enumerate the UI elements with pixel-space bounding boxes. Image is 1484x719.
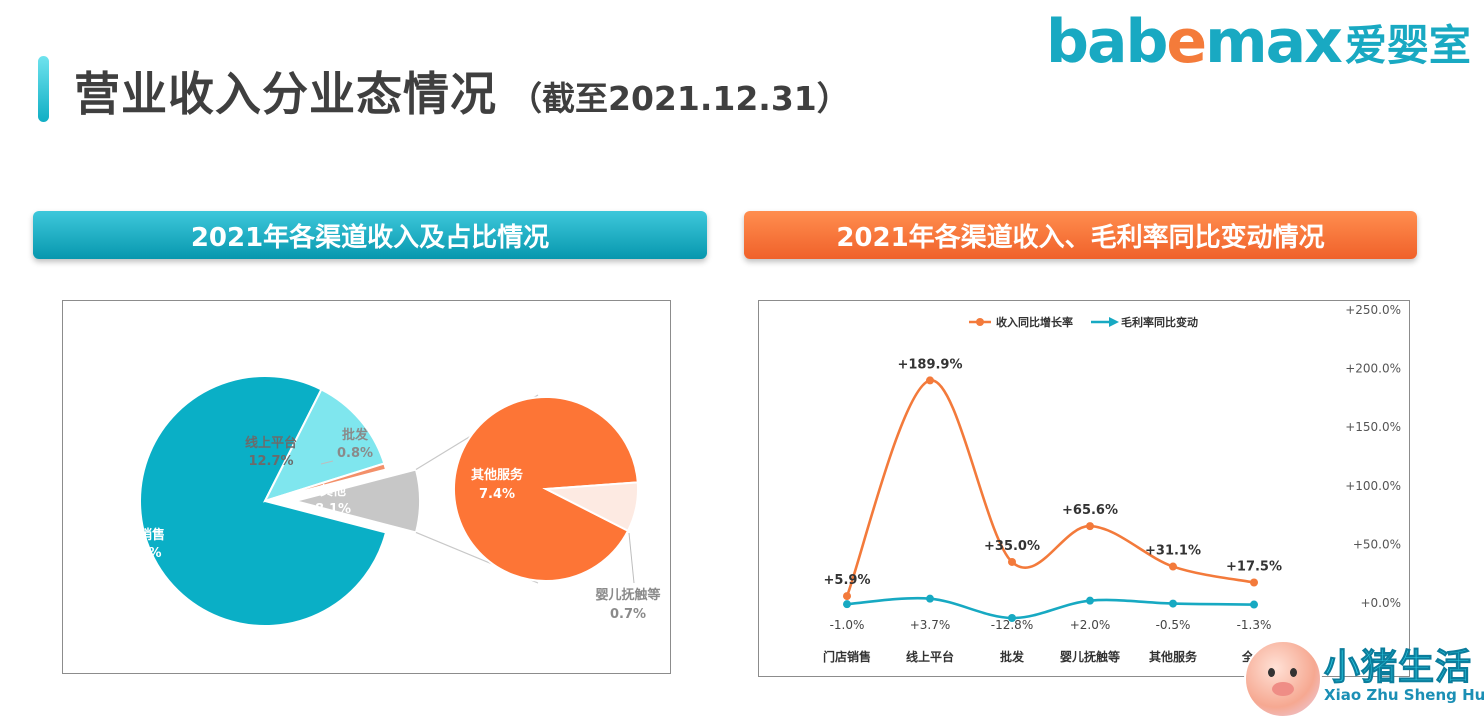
title-accent-bar — [38, 56, 49, 122]
pie-leader-line — [320, 460, 334, 465]
x-tick-label: 婴儿抚触等 — [1060, 649, 1120, 664]
y-tick-label: +200.0% — [1345, 362, 1401, 376]
pie-slice-label: 线上平台 — [245, 435, 297, 451]
legend-swatch-marker — [1109, 317, 1119, 327]
y-tick-label: +50.0% — [1353, 537, 1401, 551]
line-chart-panel: +0.0% +50.0% +100.0% +150.0% +200.0% +250.0% +… — [758, 300, 1410, 677]
page-title-date: （截至2021.12.31） — [509, 79, 850, 118]
series-point — [1086, 596, 1094, 605]
data-label: +189.9% — [897, 357, 962, 372]
breakout-leader-line — [628, 532, 635, 584]
series-point — [926, 594, 934, 603]
y-tick-label: +100.0% — [1345, 479, 1401, 493]
line-chart: +0.0% +50.0% +100.0% +150.0% +200.0% +250.0% +… — [823, 303, 1401, 664]
left-section-banner: 2021年各渠道收入及占比情况 — [33, 211, 707, 259]
pie-slice — [263, 388, 386, 503]
series-line — [845, 379, 1255, 597]
data-label: -1.0% — [830, 618, 865, 632]
data-label: -1.3% — [1237, 618, 1272, 632]
pie-of-pie-chart: 门店销售 78.4% 线上平台 12.7% 批发 0.8% 其他 8.1% 其他服务 7.4% 婴儿… — [113, 375, 661, 627]
legend-swatch-marker — [976, 318, 984, 326]
pie-slice-value: 12.7% — [248, 454, 293, 469]
x-tick-label: 门店销售 — [823, 649, 871, 664]
breakout-slice-label: 其他服务 — [471, 467, 524, 483]
breakout-slice — [542, 481, 639, 533]
x-tick-label: 其他服务 — [1149, 649, 1198, 664]
series-point — [1169, 562, 1177, 571]
series-point — [843, 592, 851, 601]
data-label: +35.0% — [984, 539, 1040, 554]
pie-slice — [139, 375, 388, 627]
data-label: +5.9% — [824, 573, 871, 588]
pie-slice — [264, 462, 388, 502]
breakout-slice-value: 7.4% — [479, 487, 515, 502]
logo-chinese-name: 爱婴室 — [1344, 20, 1471, 70]
legend: 收入同比增长率 毛利率同比变动 — [969, 315, 1198, 329]
series-point — [1169, 599, 1177, 608]
data-label: +65.6% — [1062, 503, 1118, 518]
breakout-slice-label: 婴儿抚触等 — [595, 587, 660, 603]
right-section-banner: 2021年各渠道收入、毛利率同比变动情况 — [744, 211, 1417, 259]
pig-mascot-icon — [1244, 640, 1322, 718]
x-tick-label: 线上平台 — [906, 649, 954, 664]
series-point — [1086, 522, 1094, 531]
y-tick-label: +0.0% — [1360, 596, 1401, 610]
data-label: -12.8% — [991, 618, 1033, 632]
series-point — [1250, 600, 1258, 609]
data-label: +17.5% — [1226, 559, 1282, 574]
series-point — [1250, 578, 1258, 587]
pie-slice-value: 8.1% — [315, 502, 351, 517]
y-tick-label: +250.0% — [1345, 303, 1401, 317]
pie-chart-panel: 门店销售 78.4% 线上平台 12.7% 批发 0.8% 其他 8.1% 其他服务 7.4% 婴儿… — [62, 300, 671, 674]
y-tick-label: +150.0% — [1345, 420, 1401, 434]
logo-wordmark: babemax — [1046, 7, 1343, 77]
pie-slice-label: 其他 — [320, 483, 346, 499]
pie-slice-value: 78.4% — [116, 546, 161, 561]
series-point — [1008, 614, 1016, 623]
legend-label: 收入同比增长率 — [996, 315, 1073, 329]
watermark: 小猪生活 Xiao Zhu Sheng Huo — [1244, 636, 1484, 719]
page-title: 营业收入分业态情况 （截至2021.12.31） — [74, 58, 850, 128]
breakout-slice-value: 0.7% — [610, 607, 646, 622]
data-label: -0.5% — [1156, 618, 1191, 632]
series-point — [926, 376, 934, 385]
data-label: +3.7% — [910, 618, 951, 632]
legend-label: 毛利率同比变动 — [1121, 315, 1198, 329]
series-line — [846, 596, 1255, 620]
page-title-main: 营业收入分业态情况 — [74, 67, 497, 121]
pie-slice — [291, 468, 421, 534]
pie-slice-label: 门店销售 — [113, 527, 165, 543]
babemax-logo: babemax 爱婴室 — [1046, 10, 1471, 74]
data-label: +2.0% — [1070, 618, 1111, 632]
data-label: +31.1% — [1145, 544, 1201, 559]
series-point — [1008, 557, 1016, 566]
pie-slice-value: 0.8% — [337, 446, 373, 461]
pie-slice-label: 批发 — [342, 427, 369, 443]
series-point — [843, 600, 851, 609]
watermark-subtitle: Xiao Zhu Sheng Huo — [1324, 686, 1484, 704]
watermark-title: 小猪生活 — [1323, 647, 1473, 689]
x-tick-label: 批发 — [1000, 649, 1025, 664]
